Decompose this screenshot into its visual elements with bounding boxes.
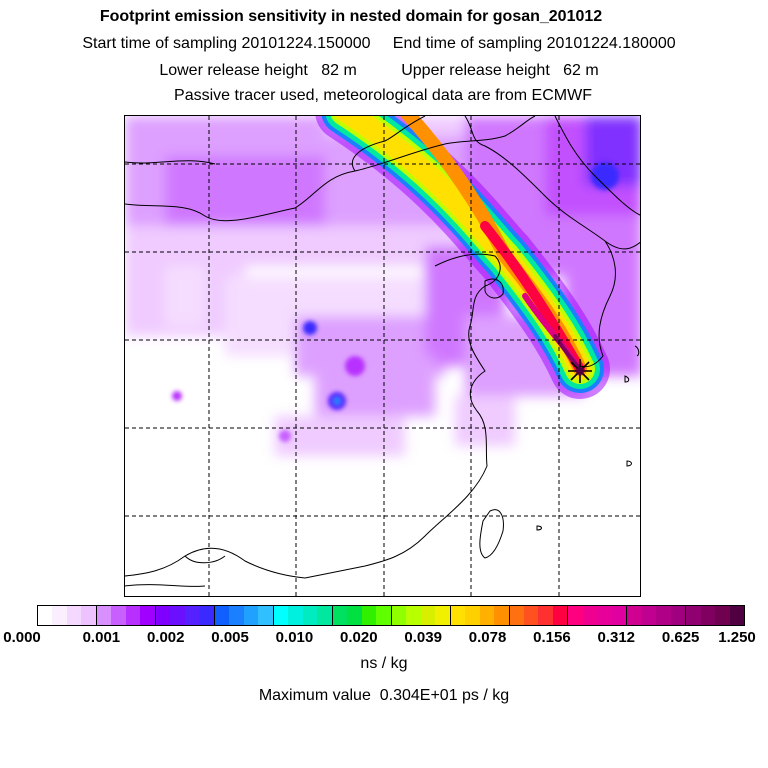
color-swatch <box>494 606 509 625</box>
color-swatch <box>670 606 686 625</box>
color-swatch <box>361 606 377 625</box>
color-swatch <box>331 606 348 625</box>
color-scale-tick-label: 0.156 <box>533 629 571 646</box>
color-scale-bar <box>37 605 745 626</box>
color-swatch <box>641 606 657 625</box>
color-swatch <box>729 606 745 625</box>
maximum-value-label: Maximum value 0.304E+01 ps / kg <box>258 687 510 704</box>
color-swatch <box>449 606 466 625</box>
color-swatch <box>567 606 583 625</box>
color-scale-tick-label: 0.001 <box>82 629 121 646</box>
color-swatch <box>435 606 450 625</box>
release-height-line: Lower release height 82 m Upper release … <box>159 62 599 79</box>
color-swatch <box>258 606 273 625</box>
emission-plume <box>315 116 610 399</box>
color-swatch <box>406 606 421 625</box>
color-swatch <box>95 606 112 625</box>
color-swatch <box>597 606 612 625</box>
color-swatch <box>243 606 259 625</box>
units-label: ns / kg <box>360 655 408 672</box>
color-swatch <box>508 606 524 625</box>
color-swatch <box>38 606 53 625</box>
color-swatch <box>538 606 553 625</box>
color-scale-tick-label: 0.002 <box>146 629 185 646</box>
color-swatch <box>213 606 230 625</box>
color-swatch <box>170 606 185 625</box>
color-swatch <box>700 606 716 625</box>
color-swatch <box>154 606 171 625</box>
color-swatch <box>125 606 141 625</box>
color-swatch <box>272 606 289 625</box>
color-swatch <box>81 606 96 625</box>
color-swatch <box>317 606 332 625</box>
color-swatch <box>111 606 126 625</box>
sensitivity-hotspots <box>172 162 619 442</box>
color-scale-tick-label: 0.020 <box>340 629 378 646</box>
color-scale-ticks: 0.000 0.001 0.002 0.005 0.010 0.020 0.039 0.078… <box>0 629 768 649</box>
coastlines <box>125 116 640 587</box>
sensitivity-field <box>125 116 640 456</box>
color-scale-tick-label: 0.000 <box>3 629 41 646</box>
color-swatch <box>347 606 362 625</box>
color-swatch <box>184 606 200 625</box>
color-swatch <box>52 606 67 625</box>
footprint-map <box>124 115 641 597</box>
color-swatch <box>479 606 495 625</box>
color-swatch <box>420 606 436 625</box>
color-swatch <box>66 606 82 625</box>
color-swatch <box>523 606 539 625</box>
color-scale-tick-label: 0.005 <box>211 629 249 646</box>
color-swatch <box>140 606 155 625</box>
color-swatch <box>229 606 244 625</box>
color-scale-tick-label: 0.010 <box>275 629 314 646</box>
color-swatch <box>288 606 303 625</box>
color-scale-tick-label: 0.625 <box>661 629 700 646</box>
color-scale-tick-label: 0.039 <box>404 629 442 646</box>
color-swatch <box>302 606 318 625</box>
color-swatch <box>465 606 480 625</box>
map-canvas <box>125 116 640 596</box>
tracer-info-line: Passive tracer used, meteorological data… <box>174 87 592 104</box>
plot-title: Footprint emission sensitivity in nested… <box>99 8 603 25</box>
color-scale-tick-label: 0.078 <box>468 629 507 646</box>
color-swatch <box>582 606 598 625</box>
color-swatch <box>552 606 568 625</box>
color-swatch <box>390 606 407 625</box>
color-swatch <box>685 606 701 625</box>
release-site-star-icon <box>568 359 592 383</box>
lat-lon-grid <box>125 116 640 596</box>
color-swatch <box>715 606 730 625</box>
color-swatch <box>199 606 214 625</box>
color-swatch <box>376 606 391 625</box>
color-scale-tick-label: 0.312 <box>597 629 636 646</box>
sampling-time-line: Start time of sampling 20101224.150000 E… <box>82 35 676 52</box>
color-scale-tick-label: 1.250 <box>718 629 756 646</box>
color-swatch <box>611 606 627 625</box>
color-swatch <box>656 606 671 625</box>
color-swatch <box>626 606 642 625</box>
